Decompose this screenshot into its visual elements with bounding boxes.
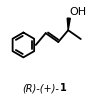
Text: (R)-(+)-: (R)-(+)- bbox=[22, 83, 59, 93]
Text: OH: OH bbox=[69, 7, 86, 17]
Text: 1: 1 bbox=[59, 83, 66, 93]
Polygon shape bbox=[67, 18, 70, 30]
